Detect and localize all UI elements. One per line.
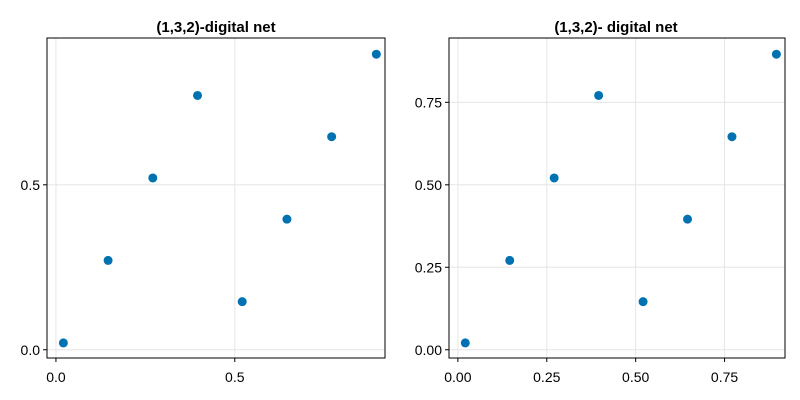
data-point-right [549, 173, 559, 183]
y-tick-label-right: 0.00 [415, 342, 442, 358]
data-point-right [771, 49, 781, 59]
x-tick-label-left: 0.5 [225, 369, 245, 385]
chart-title-right: (1,3,2)- digital net [554, 19, 677, 36]
chart-title-left: (1,3,2)-digital net [156, 19, 275, 36]
y-tick-label-right: 0.25 [415, 259, 442, 275]
y-tick-label-right: 0.75 [415, 94, 442, 110]
data-point-left [282, 214, 292, 224]
data-point-left [58, 338, 68, 348]
x-tick-label-right: 0.25 [533, 369, 560, 385]
data-point-left [237, 297, 247, 307]
data-point-left [103, 255, 113, 265]
scatter-panel-right: (1,3,2)- digital net 0.00 0.25 0.50 0.75 0.0… [415, 19, 786, 385]
data-point-left [371, 49, 381, 59]
y-tick-label-left: 0.5 [21, 177, 41, 193]
plot-frame-right [448, 37, 786, 359]
data-point-left [148, 173, 158, 183]
x-tick-label-right: 0.00 [444, 369, 471, 385]
scatter-panel-left: (1,3,2)-digital net 0.0 0.5 0.0 0.5 [21, 19, 386, 385]
x-tick-label-right: 0.50 [622, 369, 649, 385]
data-point-right [594, 90, 604, 100]
plot-frame-left [46, 37, 386, 359]
data-point-right [727, 132, 737, 142]
data-point-right [638, 297, 648, 307]
data-point-left [327, 132, 337, 142]
data-point-right [460, 338, 470, 348]
y-tick-label-left: 0.0 [21, 342, 41, 358]
x-tick-label-right: 0.75 [711, 369, 738, 385]
y-tick-label-right: 0.50 [415, 177, 442, 193]
data-point-left [193, 90, 203, 100]
x-tick-label-left: 0.0 [46, 369, 66, 385]
data-point-right [505, 255, 515, 265]
data-point-right [683, 214, 693, 224]
